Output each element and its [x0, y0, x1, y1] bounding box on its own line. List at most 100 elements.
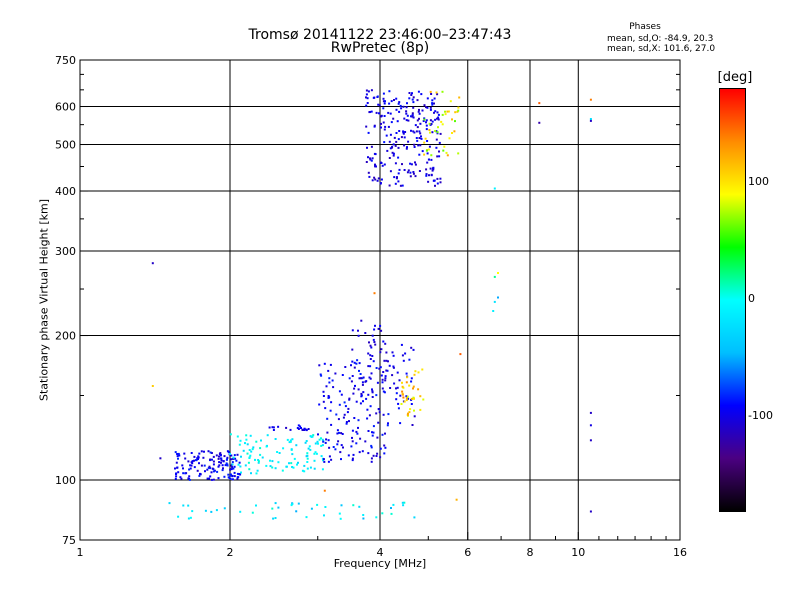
data-point [443, 145, 446, 148]
data-point [193, 455, 196, 458]
data-point [274, 438, 277, 440]
data-point [362, 517, 365, 520]
data-point [340, 458, 342, 461]
data-point [395, 398, 398, 401]
data-point [373, 176, 376, 179]
data-point [371, 390, 374, 393]
data-point [364, 332, 367, 334]
data-point [418, 130, 421, 133]
data-point [196, 469, 199, 472]
data-point [327, 395, 330, 397]
data-point [323, 489, 326, 492]
x-tick-label: 1 [77, 546, 84, 559]
data-point [439, 181, 442, 184]
data-point [390, 507, 392, 509]
data-point [404, 131, 407, 133]
data-point [362, 400, 364, 403]
data-point [406, 146, 408, 149]
data-point [371, 434, 374, 437]
data-point [427, 180, 430, 183]
data-point [295, 444, 298, 447]
data-point [365, 161, 368, 163]
data-point [401, 501, 404, 504]
data-point [336, 443, 339, 446]
data-point [191, 462, 194, 465]
data-point [313, 467, 316, 470]
data-point [430, 158, 433, 161]
data-point [589, 424, 592, 427]
data-point [372, 338, 375, 341]
data-point [396, 120, 399, 123]
data-point [365, 125, 368, 128]
data-point [371, 157, 374, 160]
data-point [409, 408, 412, 411]
data-point [493, 187, 496, 190]
data-point [176, 455, 179, 458]
data-point [383, 359, 386, 362]
y-tick-label: 300 [55, 245, 76, 258]
data-point [177, 515, 180, 518]
data-point [439, 132, 442, 135]
data-point [371, 355, 374, 357]
data-point [266, 434, 269, 437]
data-point [431, 169, 434, 172]
data-point [391, 151, 394, 154]
data-point [248, 449, 251, 451]
data-point [399, 394, 402, 397]
data-point [589, 118, 592, 120]
data-point [353, 361, 356, 364]
data-point [433, 111, 435, 114]
data-point [457, 152, 460, 155]
data-point [425, 119, 428, 122]
data-point [289, 428, 292, 431]
data-point [303, 464, 306, 467]
data-point [365, 380, 368, 383]
data-point [372, 454, 375, 457]
data-point [401, 381, 403, 384]
data-point [218, 461, 221, 464]
data-point [376, 95, 379, 98]
data-point [422, 120, 425, 122]
data-point [218, 455, 220, 458]
data-point [428, 122, 431, 125]
data-point [369, 377, 372, 380]
data-point [328, 446, 331, 449]
data-point [370, 457, 373, 460]
data-point [433, 179, 436, 182]
data-point [362, 376, 365, 379]
data-point [184, 457, 187, 460]
data-point [417, 110, 420, 113]
data-point [384, 375, 387, 378]
data-point [351, 348, 354, 351]
data-point [307, 428, 310, 430]
data-point [405, 381, 408, 384]
data-point [373, 152, 376, 155]
data-point [210, 471, 213, 474]
data-point [436, 177, 439, 180]
data-point [174, 467, 176, 470]
data-point [368, 376, 371, 379]
colorbar-unit: [deg] [717, 70, 753, 85]
data-point [402, 105, 405, 108]
data-point [320, 437, 322, 440]
data-point [446, 154, 449, 157]
data-point [384, 100, 386, 103]
data-point [318, 364, 321, 367]
data-point [411, 424, 414, 426]
data-point [255, 472, 258, 475]
data-point [382, 92, 385, 95]
data-point [426, 140, 429, 142]
data-point [497, 272, 499, 274]
data-point [413, 415, 416, 418]
data-point [339, 451, 342, 454]
data-point [418, 170, 421, 172]
data-point [403, 117, 406, 120]
data-point [493, 275, 496, 278]
data-point [388, 140, 391, 143]
data-point [187, 517, 190, 520]
data-point [188, 468, 191, 471]
data-point [151, 262, 154, 265]
data-point [227, 476, 230, 479]
data-point [306, 461, 309, 463]
data-point [231, 463, 234, 466]
